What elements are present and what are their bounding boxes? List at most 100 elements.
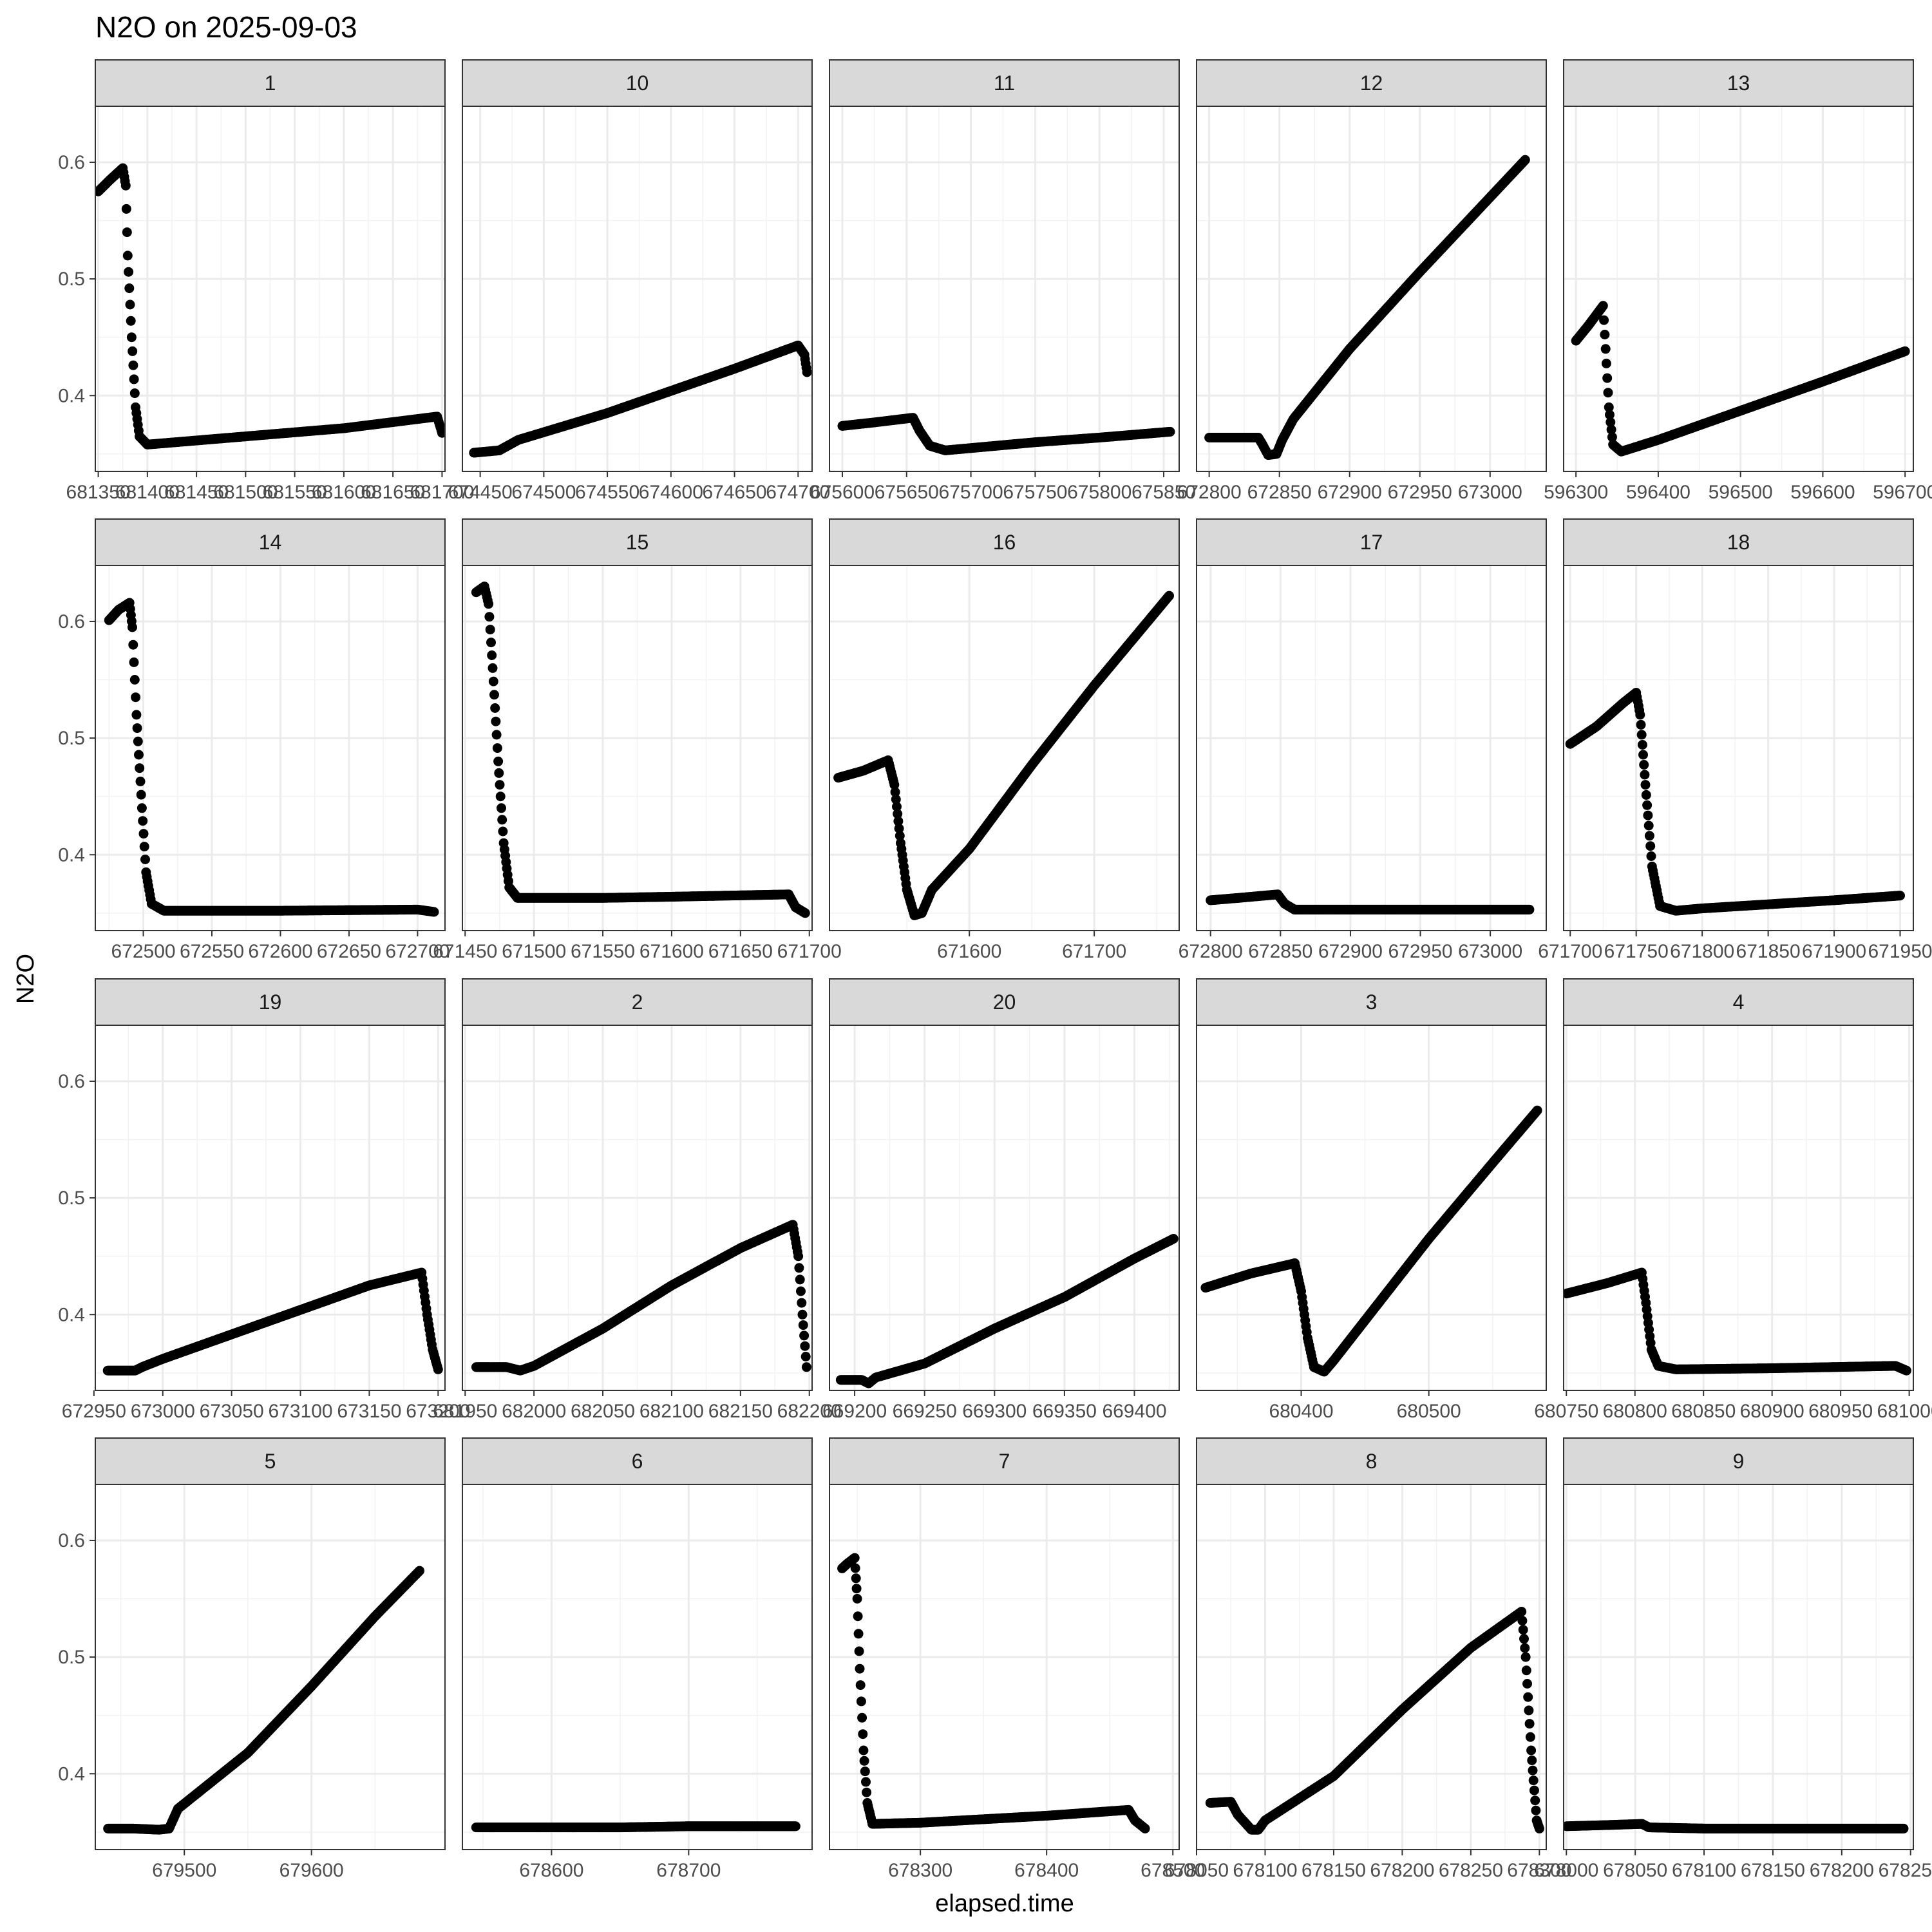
x-tick-label: 681600 [312,482,376,503]
x-tick-label: 672950 [1388,482,1452,503]
x-tick-label: 674600 [639,482,703,503]
x-tick-label: 675650 [875,482,939,503]
panel-border [1563,106,1914,472]
data-point [1600,344,1611,354]
data-point [802,367,812,377]
data-points [833,591,1174,920]
data-point [1643,810,1653,820]
y-tick-label: 0.5 [58,728,85,749]
data-points [95,163,445,450]
x-tick-label: 672900 [1318,941,1383,962]
data-point [485,625,495,635]
panel-background [1197,106,1546,471]
facet-strip-label: 13 [1727,71,1750,95]
x-tick-label: 671550 [571,941,635,962]
x-tick-label: 673000 [1458,482,1522,503]
panel-background [95,565,445,931]
data-point [122,227,132,238]
x-tick-label: 674700 [766,482,830,503]
y-tick-label: 0.4 [58,844,85,866]
x-tick-label: 671900 [1802,941,1866,962]
facet-strip-label: 17 [1360,531,1383,554]
data-point [126,332,137,343]
x-tick-label: 673000 [1458,941,1522,962]
facet-strip [95,59,446,107]
data-point [1637,740,1647,750]
data-point [1646,851,1656,861]
data-point [1643,820,1654,831]
data-point [1600,330,1610,339]
x-tick-label: 671850 [1736,941,1801,962]
x-tick-label: 673050 [200,1401,264,1422]
facet-panel-1: 1681350681400681450681500681550681600681… [58,59,474,503]
facet-panels: 1681350681400681450681500681550681600681… [58,59,1932,1881]
data-point [132,723,142,734]
data-point [128,639,138,650]
data-point [1605,417,1616,428]
facet-strip-label: 2 [632,990,643,1014]
data-point [498,826,508,837]
y-tick-label: 0.4 [58,385,85,406]
data-point [137,803,147,813]
data-point [134,750,144,760]
data-point [129,388,140,399]
data-point [800,908,810,918]
facet-strip-label: 14 [259,531,282,554]
data-points [471,1220,811,1376]
x-tick-label: 671700 [777,941,842,962]
data-point [1602,373,1613,383]
data-point [128,622,137,632]
data-point [891,794,901,804]
data-point [497,815,507,825]
data-point [895,831,905,841]
x-tick-label: 671700 [1062,941,1126,962]
y-tick-label: 0.5 [58,1188,85,1209]
facet-strip [1563,518,1914,566]
facet-strip [829,518,1180,566]
facet-strip-label: 19 [259,990,282,1014]
data-point [1165,426,1175,437]
data-point [889,780,900,790]
x-tick-label: 681650 [361,482,425,503]
data-point [1895,891,1905,901]
data-point [1524,904,1535,914]
panel-border [95,106,446,472]
data-point [484,612,495,622]
data-point [128,346,138,356]
x-tick-label: 671650 [708,941,773,962]
data-point [129,675,140,685]
data-point [1644,831,1654,841]
data-point [1603,388,1613,398]
data-points [1206,889,1535,914]
panel-background [829,565,1179,931]
facet-strip [1563,59,1914,107]
panel-background [462,106,812,471]
grid-lines [829,106,1179,471]
y-tick-label: 0.6 [58,611,85,632]
x-tick-label: 672800 [1179,941,1243,962]
x-tick-label: 596500 [1709,482,1773,503]
data-point [1164,591,1174,601]
grid-lines [1197,565,1546,931]
data-point [131,692,141,703]
data-point [1900,346,1910,356]
data-point [1604,402,1614,412]
x-tick-label: 672600 [248,941,312,962]
x-tick-label: 674650 [702,482,766,503]
data-points [104,598,439,917]
x-tick-label: 672650 [317,941,381,962]
x-tick-label: 681350 [66,482,131,503]
x-tick-label: 672500 [111,941,175,962]
data-point [433,1364,443,1374]
x-tick-label: 671700 [1538,941,1602,962]
data-point [893,816,904,826]
x-tick-label: 596700 [1873,482,1932,503]
facet-strip-label: 1 [265,71,276,95]
panel-border [829,106,1180,472]
data-point [122,251,133,261]
